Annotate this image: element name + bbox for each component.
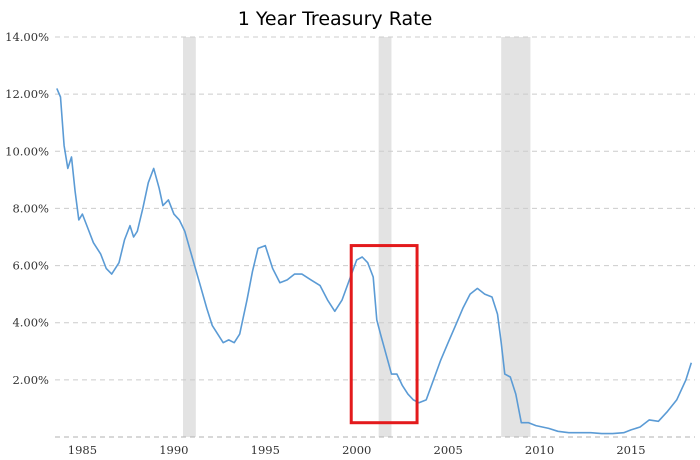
y-axis-ticks: 2.00% 4.00% 6.00% 8.00% 10.00% 12.00% 14.00%: [5, 30, 49, 387]
x-tick-label: 2010: [525, 443, 554, 457]
y-tick-label: 4.00%: [12, 316, 49, 330]
x-tick-label: 1985: [68, 443, 97, 457]
chart-title: 1 Year Treasury Rate: [238, 8, 433, 30]
y-tick-label: 14.00%: [5, 30, 49, 44]
x-tick-label: 2005: [434, 443, 463, 457]
x-tick-label: 1995: [251, 443, 280, 457]
y-tick-label: 12.00%: [5, 87, 49, 101]
y-tick-label: 6.00%: [12, 259, 49, 273]
y-tick-label: 10.00%: [5, 144, 49, 158]
recession-band-1: [378, 37, 392, 437]
y-tick-label: 2.00%: [12, 373, 49, 387]
y-tick-label: 8.00%: [12, 201, 49, 215]
x-axis-ticks: 1985 1990 1995 2000 2005 2010 2015: [68, 443, 646, 457]
highlight-box: [349, 244, 419, 425]
recession-band-0: [183, 37, 196, 437]
recession-band-2: [501, 37, 531, 437]
x-tick-label: 2000: [342, 443, 371, 457]
x-tick-label: 1990: [159, 443, 188, 457]
treasury-rate-line: [56, 88, 693, 435]
x-tick-label: 2015: [616, 443, 645, 457]
gridlines: [55, 36, 695, 438]
recession-shading: [183, 37, 531, 437]
